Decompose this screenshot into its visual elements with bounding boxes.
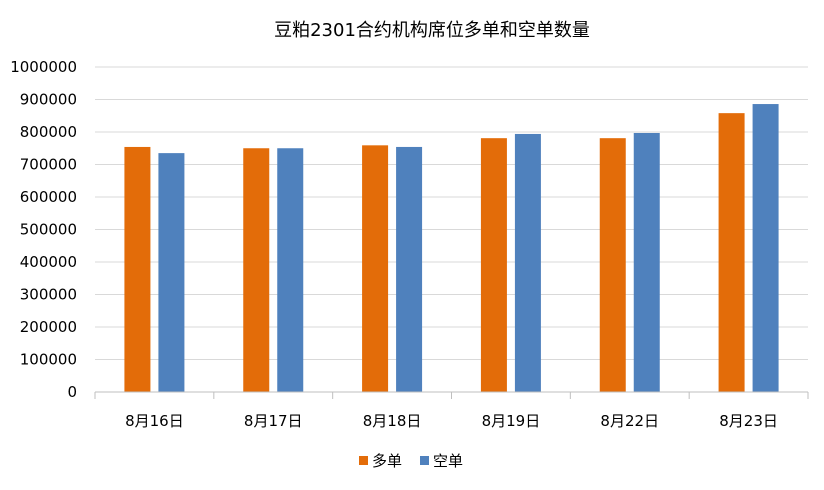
y-tick-label: 800000 — [20, 123, 77, 141]
legend-swatch — [420, 456, 429, 465]
y-tick-label: 100000 — [20, 351, 77, 369]
y-tick-label: 300000 — [20, 286, 77, 304]
bar-long-3 — [480, 138, 507, 392]
chart-title: 豆粕2301合约机构席位多单和空单数量 — [274, 20, 590, 41]
gridlines — [95, 66, 808, 360]
bar-long-1 — [243, 148, 270, 392]
bar-short-5 — [752, 104, 779, 393]
bar-short-4 — [633, 132, 660, 392]
bar-short-2 — [396, 146, 423, 392]
bar-long-2 — [362, 145, 389, 392]
y-tick-label: 600000 — [20, 188, 77, 206]
x-category-label: 8月18日 — [363, 412, 422, 430]
legend: 多单 空单 — [359, 452, 463, 470]
y-axis: 0 100000 200000 300000 400000 500000 600000 700… — [10, 58, 77, 401]
x-category-label: 8月19日 — [482, 412, 541, 430]
bar-short-3 — [514, 133, 541, 392]
bar-short-0 — [158, 153, 185, 392]
bars — [124, 104, 779, 393]
legend-label: 多单 — [372, 452, 402, 470]
x-category-label: 8月17日 — [244, 412, 303, 430]
bar-long-5 — [718, 113, 745, 393]
y-tick-label: 700000 — [20, 156, 77, 174]
x-category-label: 8月23日 — [719, 412, 778, 430]
y-tick-label: 200000 — [20, 318, 77, 336]
y-tick-label: 400000 — [20, 253, 77, 271]
legend-label: 空单 — [433, 452, 463, 470]
bar-long-0 — [124, 146, 151, 392]
y-tick-label: 900000 — [20, 91, 77, 109]
x-axis: 8月16日 8月17日 8月18日 8月19日 8月22日 8月23日 — [94, 391, 809, 430]
x-category-label: 8月22日 — [600, 412, 659, 430]
y-tick-label: 500000 — [20, 221, 77, 239]
legend-swatch — [359, 456, 368, 465]
y-tick-label: 1000000 — [10, 58, 77, 76]
x-category-label: 8月16日 — [125, 412, 184, 430]
y-tick-label: 0 — [67, 383, 77, 401]
bar-long-4 — [599, 138, 626, 392]
bar-short-1 — [277, 148, 304, 392]
